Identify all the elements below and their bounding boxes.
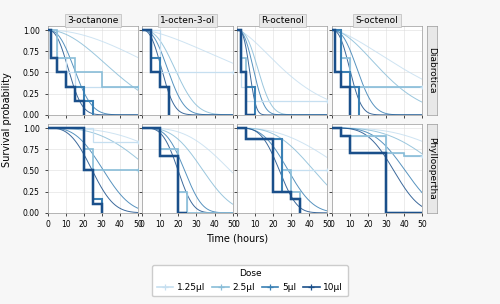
Title: 3-octanone: 3-octanone xyxy=(67,16,118,25)
Text: Survival probability: Survival probability xyxy=(2,73,12,168)
Title: S-octenol: S-octenol xyxy=(356,16,399,25)
Text: Phylloopertha: Phylloopertha xyxy=(427,137,436,200)
Title: 1-octen-3-ol: 1-octen-3-ol xyxy=(160,16,215,25)
Text: Time (hours): Time (hours) xyxy=(206,234,268,244)
Text: Diabrotica: Diabrotica xyxy=(427,47,436,94)
Legend: 1.25μl, 2.5μl, 5μl, 10μl: 1.25μl, 2.5μl, 5μl, 10μl xyxy=(152,265,348,296)
Title: R-octenol: R-octenol xyxy=(261,16,304,25)
